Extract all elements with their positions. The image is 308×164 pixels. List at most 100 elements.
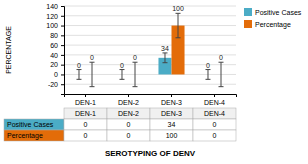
grid — [64, 6, 236, 84]
table-cell — [193, 130, 236, 141]
x-tick-mark — [214, 94, 215, 97]
table-row-header-cell — [4, 130, 64, 141]
error-bar — [76, 70, 81, 80]
grid-line — [64, 74, 236, 75]
table-value: 0 — [127, 132, 131, 139]
y-tick-label: 120 — [46, 13, 58, 20]
data-label: 0 — [90, 54, 94, 61]
y-tick: 120 — [46, 13, 64, 20]
y-tick-label: 100 — [46, 22, 58, 29]
table-header-cell — [107, 108, 150, 119]
y-tick: 100 — [46, 22, 64, 29]
data-labels: 00340001000 — [77, 5, 223, 68]
y-tick: -20 — [48, 81, 64, 88]
y-axis: -20 0 20 40 60 80 100 120 140 — [46, 3, 64, 95]
y-tick: 20 — [50, 61, 64, 68]
y-tick: 40 — [50, 52, 64, 59]
grid-line — [64, 45, 236, 46]
table-row-label: Positive Cases — [7, 121, 54, 128]
y-tick-mark — [61, 45, 64, 46]
table-header: DEN-3 — [161, 110, 182, 117]
y-tick-label: 60 — [50, 42, 58, 49]
table-value: 0 — [84, 132, 88, 139]
y-tick-label: 140 — [46, 3, 58, 10]
legend-swatch — [244, 8, 252, 16]
y-axis-title: PERCENTAGE — [5, 26, 12, 74]
table-header: DEN-1 — [75, 110, 96, 117]
table-cell — [64, 119, 107, 130]
legend-label: Percentage — [255, 21, 291, 29]
table-cell — [150, 119, 193, 130]
table-value: 0 — [213, 121, 217, 128]
table-header-cell — [193, 108, 236, 119]
y-tick-label: 80 — [50, 32, 58, 39]
error-bar — [176, 13, 181, 37]
grid-line — [64, 15, 236, 16]
error-bar — [119, 70, 124, 80]
y-tick: 80 — [50, 32, 64, 39]
legend-swatch — [244, 20, 252, 28]
x-axis: DEN-1 DEN-2 DEN-3 DEN-4 — [65, 94, 237, 106]
y-axis-line — [61, 7, 65, 95]
y-tick-mark — [61, 65, 64, 66]
y-tick-mark — [61, 35, 64, 36]
grid-line — [64, 6, 236, 7]
y-tick-label: 40 — [50, 52, 58, 59]
legend: Positive Cases Percentage — [244, 8, 302, 29]
x-tick: DEN-4 — [204, 94, 225, 106]
x-tick: DEN-2 — [118, 94, 139, 106]
grid-line — [64, 25, 236, 26]
y-tick-mark — [61, 55, 64, 56]
y-tick-label: 0 — [54, 71, 58, 78]
y-tick-mark — [61, 26, 64, 27]
grid-line — [64, 35, 236, 36]
error-bar — [162, 53, 167, 63]
table-cell — [107, 119, 150, 130]
data-label: 0 — [219, 54, 223, 61]
table-cell — [64, 130, 107, 141]
table-row-label: Percentage — [7, 132, 43, 140]
x-tick-mark — [128, 94, 129, 97]
table-value: 0 — [84, 121, 88, 128]
x-tick: DEN-1 — [75, 94, 96, 106]
data-label: 0 — [133, 54, 137, 61]
y-tick-label: 20 — [50, 61, 58, 68]
legend-label: Positive Cases — [255, 9, 302, 16]
plot-area — [76, 13, 223, 86]
y-tick-mark — [61, 74, 64, 75]
x-tick-label: DEN-4 — [204, 99, 225, 106]
x-axis-line — [65, 95, 237, 98]
x-tick-mark — [85, 94, 86, 97]
table-cell — [193, 119, 236, 130]
table-header-cell — [64, 108, 107, 119]
table-cell — [107, 130, 150, 141]
y-tick: 0 — [54, 71, 64, 78]
x-tick-label: DEN-2 — [118, 99, 139, 106]
table-header-cell — [150, 108, 193, 119]
x-tick-mark — [171, 94, 172, 97]
y-tick-mark — [61, 84, 64, 85]
table-value: 34 — [168, 121, 176, 128]
data-label: 34 — [161, 45, 169, 52]
error-bar — [219, 62, 224, 86]
x-axis-title: SEROTYPING OF DENV — [105, 149, 196, 158]
x-tick-label: DEN-1 — [75, 99, 96, 106]
x-tick-label: DEN-3 — [161, 99, 182, 106]
chart: 00340001000-20020406080100120140DEN-1DEN… — [0, 0, 308, 164]
data-label: 0 — [120, 62, 124, 69]
error-bar — [205, 70, 210, 80]
data-table: DEN-1DEN-2DEN-3DEN-4Positive Cases00340P… — [4, 108, 236, 141]
error-bar — [90, 62, 95, 86]
y-tick: 140 — [46, 3, 64, 10]
table-header: DEN-4 — [204, 110, 225, 117]
table-value: 0 — [127, 121, 131, 128]
data-label: 100 — [172, 5, 184, 12]
table-value: 100 — [166, 132, 178, 139]
x-tick: DEN-3 — [161, 94, 182, 106]
y-tick-label: -20 — [48, 81, 58, 88]
table-cell — [150, 130, 193, 141]
table-value: 0 — [213, 132, 217, 139]
y-tick-mark — [61, 16, 64, 17]
y-tick-mark — [61, 6, 64, 7]
error-bar — [133, 62, 138, 86]
